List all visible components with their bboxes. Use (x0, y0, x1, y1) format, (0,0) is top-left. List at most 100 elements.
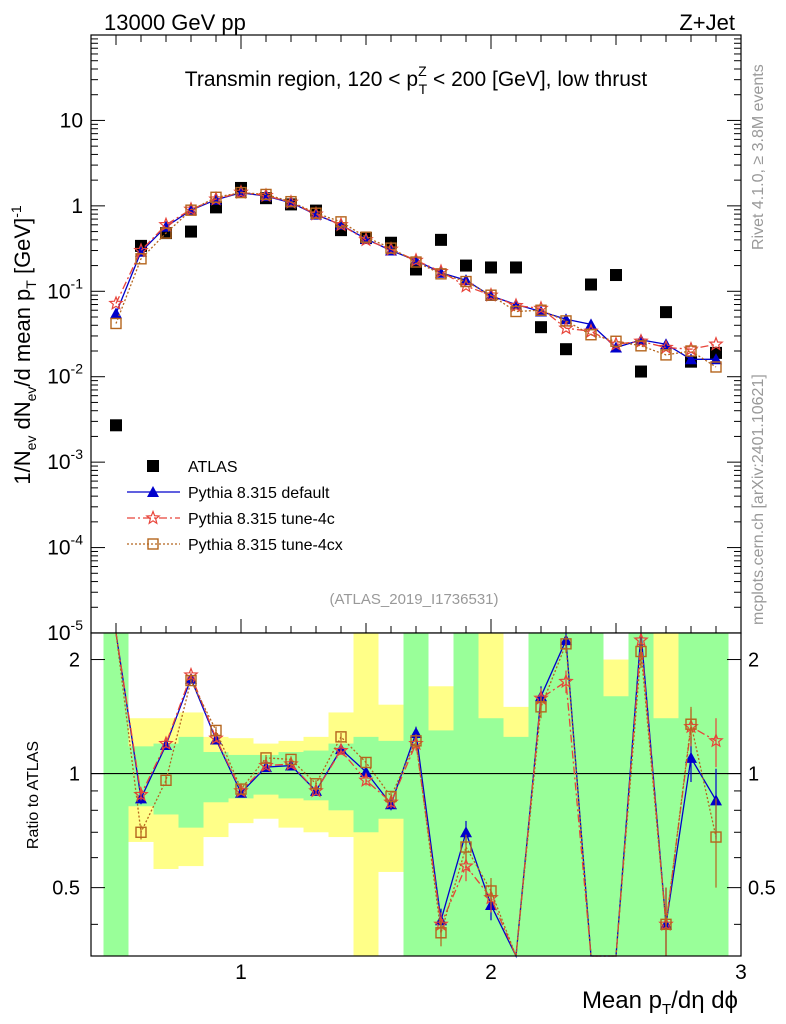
legend-marker (147, 460, 159, 472)
header-process: Z+Jet (679, 10, 735, 35)
data-point (260, 188, 272, 201)
data-point (585, 278, 597, 291)
data-point (410, 256, 422, 268)
data-point (685, 353, 697, 365)
plot-title-text: Transmin region, 120 < p (185, 68, 418, 91)
legend-entry-1: Pythia 8.315 default (127, 485, 330, 502)
ratio-tick-label-right: 0.5 (748, 878, 776, 900)
band-green (203, 752, 229, 803)
y-label-a: 1/N (10, 450, 35, 484)
data-point (210, 191, 222, 203)
y-tick-base: 10 (47, 366, 70, 389)
ratio-point (385, 790, 397, 803)
data-point (185, 204, 197, 216)
y-tick-base: 10 (47, 280, 70, 303)
plot-title-rest: < 200 [GeV], low thrust (427, 68, 647, 91)
data-point (110, 317, 122, 330)
plot-title: Transmin region, 120 < pZ T < 200 [GeV], … (185, 63, 648, 97)
band-green (478, 718, 504, 956)
y-tick-exponent: -5 (71, 617, 84, 633)
ratio-point (358, 772, 374, 787)
data-point (108, 295, 124, 311)
y-label-c-sub: T (23, 280, 39, 289)
ratio-point (435, 927, 447, 939)
ratio-tick-label-right: 1 (748, 764, 759, 786)
ratio-point (460, 826, 472, 838)
ratio-point (535, 701, 547, 713)
band-green (628, 633, 654, 956)
y-tick-label: 10-4 (47, 532, 83, 560)
data-point (510, 261, 522, 274)
data-point (660, 306, 672, 319)
y-tick-base: 10 (47, 537, 70, 560)
ratio-point (158, 735, 174, 751)
header-collision: 13000 GeV pp (104, 10, 246, 35)
data-point (535, 321, 547, 334)
legend-label: Pythia 8.315 default (188, 485, 330, 502)
data-point (710, 361, 722, 373)
main-frame (90, 34, 742, 634)
data-point (635, 365, 647, 378)
data-point (135, 253, 147, 265)
data-point (710, 346, 722, 359)
data-point (560, 313, 572, 325)
data-point (585, 329, 597, 341)
data-point (610, 335, 622, 347)
y-tick-exponent: -4 (71, 532, 84, 548)
series-3 (110, 186, 722, 373)
data-point (660, 349, 672, 361)
legend-label: Pythia 8.315 tune-4c (188, 511, 335, 528)
plot-title-sup: Z (418, 63, 427, 79)
band-green (103, 633, 129, 956)
side-label-rivet: Rivet 4.1.0, ≥ 3.8M events (750, 64, 767, 250)
legend-marker (145, 509, 161, 525)
ratio-frame (90, 632, 742, 957)
y-tick-base: 1 (71, 195, 83, 218)
data-point (435, 233, 447, 246)
side-label-mcplots: mcplots.cern.ch [arXiv:2401.10621] (750, 374, 767, 625)
ratio-point (660, 918, 672, 931)
ratio-point (310, 778, 322, 790)
legend-entry-3: Pythia 8.315 tune-4cx (127, 537, 343, 554)
ratio-point (160, 774, 172, 787)
series-line (115, 191, 717, 368)
data-point (235, 186, 247, 199)
ratio-point (135, 826, 147, 838)
data-point (560, 315, 572, 327)
x-label-a-sub: T (662, 1001, 671, 1018)
x-tick-label: 3 (735, 961, 747, 984)
data-point (485, 289, 497, 301)
data-point (435, 268, 447, 280)
data-point (185, 225, 197, 238)
y-label-b: dN (10, 401, 35, 435)
ratio-point (710, 831, 722, 843)
legend-entry-0: ATLAS (147, 459, 238, 476)
legend-label: ATLAS (188, 459, 238, 476)
data-point (535, 304, 547, 316)
x-tick-label: 2 (485, 961, 497, 984)
data-point (460, 275, 472, 288)
ratio-point (210, 724, 222, 737)
x-axis-label: Mean pT/dη dϕ (582, 987, 738, 1018)
y-tick-exponent: -1 (71, 275, 84, 291)
y-label-a-sub: ev (23, 436, 39, 451)
band-green (603, 696, 629, 956)
ratio-point (410, 735, 422, 747)
y-tick-label: 10-5 (47, 617, 83, 645)
ratio-point (360, 756, 372, 769)
analysis-tag: (ATLAS_2019_I1736531) (329, 591, 498, 608)
data-point (610, 269, 622, 282)
x-tick-labels: 1 2 3 (235, 961, 747, 984)
data-point (485, 261, 497, 274)
band-green (453, 633, 479, 956)
data-point (708, 335, 724, 351)
data-point (285, 195, 297, 208)
legend-marker (147, 538, 159, 550)
plot-title-sub: T (419, 81, 428, 97)
data-point (635, 340, 647, 352)
band-green (503, 736, 529, 956)
y-tick-base: 10 (60, 109, 83, 132)
